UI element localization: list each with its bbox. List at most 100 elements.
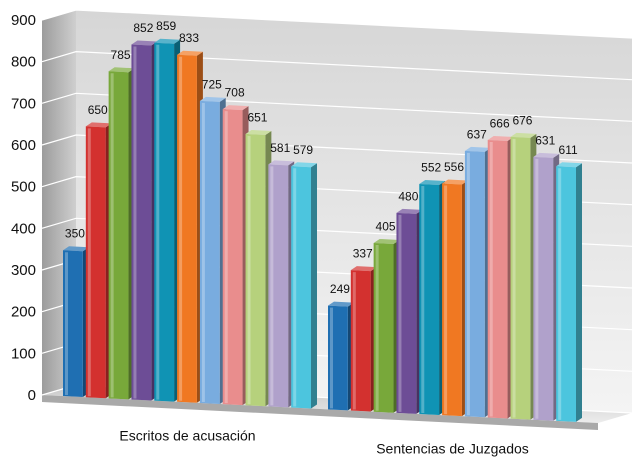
bar-highlight <box>247 136 251 405</box>
bar <box>177 54 197 403</box>
bar-side <box>576 163 582 422</box>
data-label: 556 <box>444 160 464 174</box>
data-label: 852 <box>133 21 153 35</box>
bar-top <box>108 67 135 73</box>
y-tick-label: 300 <box>11 262 36 279</box>
bar-top <box>199 96 226 102</box>
bar <box>350 270 371 412</box>
x-category-label: Sentencias de Juzgados <box>376 441 529 457</box>
bar-highlight <box>375 244 379 411</box>
bar-top <box>328 301 354 307</box>
bar-highlight <box>398 214 402 412</box>
y-tick-label: 800 <box>11 54 36 71</box>
bar-highlight <box>535 158 539 419</box>
bar-highlight <box>421 185 425 413</box>
y-tick-label: 100 <box>11 345 36 362</box>
y-tick-label: 700 <box>11 95 36 112</box>
bar <box>556 166 576 422</box>
gridline <box>41 92 633 122</box>
bar-highlight <box>133 46 137 399</box>
bar-top <box>291 162 317 168</box>
x-category-label: Escritos de acusación <box>119 427 255 443</box>
y-tick-label: 600 <box>11 137 36 154</box>
data-label: 579 <box>293 143 313 157</box>
bar <box>291 166 311 409</box>
data-label: 725 <box>202 77 222 91</box>
data-label: 249 <box>330 282 350 296</box>
bar-highlight <box>444 185 448 415</box>
bar-top <box>177 50 203 56</box>
bar-top <box>268 160 295 166</box>
bar-highlight <box>293 168 297 407</box>
bar-highlight <box>179 56 183 401</box>
bar-top <box>556 162 582 168</box>
bar <box>442 183 462 417</box>
bar-highlight <box>65 252 68 396</box>
bar-highlight <box>558 168 562 420</box>
bar <box>268 164 289 408</box>
bar <box>487 139 508 419</box>
bar <box>154 42 175 402</box>
bar-top <box>85 122 112 128</box>
bar-top <box>510 132 537 138</box>
bar-highlight <box>201 102 205 402</box>
data-label: 859 <box>156 19 176 33</box>
bar-highlight <box>110 73 114 398</box>
bar <box>510 136 531 420</box>
bar <box>396 212 417 414</box>
bar-highlight <box>224 111 228 404</box>
y-tick-label: 400 <box>11 220 36 237</box>
data-label: 676 <box>512 113 532 127</box>
data-label: 552 <box>421 160 441 174</box>
bar <box>63 250 83 398</box>
y-tick-label: 900 <box>11 12 36 29</box>
y-tick-label: 200 <box>11 304 36 321</box>
bar-top <box>487 135 514 141</box>
gridline <box>41 9 633 39</box>
data-label: 350 <box>65 227 85 241</box>
bar <box>245 134 266 407</box>
bars <box>63 38 582 422</box>
bar <box>108 71 129 400</box>
data-label: 833 <box>179 31 199 45</box>
bar-highlight <box>156 44 160 400</box>
bar-highlight <box>87 128 91 397</box>
bar-highlight <box>466 152 470 416</box>
data-label: 650 <box>88 103 108 117</box>
bar-top <box>63 246 89 252</box>
bar-top <box>154 38 181 44</box>
bar <box>373 242 394 413</box>
bar-side <box>311 163 317 409</box>
bar <box>199 100 220 404</box>
data-label: 785 <box>111 48 131 62</box>
floor-edge <box>42 395 598 430</box>
data-label: 480 <box>398 189 418 203</box>
bar <box>464 150 485 418</box>
data-label: 581 <box>270 141 290 155</box>
bar-top <box>222 105 249 111</box>
x-axis: Escritos de acusación Sentencias de Juzga… <box>119 427 528 456</box>
gridline <box>41 51 633 81</box>
bar <box>533 156 554 421</box>
data-label: 666 <box>490 116 510 130</box>
bar <box>222 109 243 406</box>
bar-top <box>396 208 423 214</box>
data-label: 651 <box>247 110 267 124</box>
bar-highlight <box>512 138 516 418</box>
data-label: 631 <box>535 133 555 147</box>
y-tick-label: 0 <box>28 387 36 404</box>
gridline <box>41 134 633 164</box>
bar-highlight <box>270 166 274 406</box>
bar-top <box>350 266 377 272</box>
bar-top <box>373 238 400 244</box>
bar-top <box>131 40 158 46</box>
data-label: 611 <box>559 143 578 157</box>
bar-highlight <box>330 307 333 409</box>
data-label: 337 <box>353 247 373 261</box>
data-label: 637 <box>467 127 487 141</box>
bar <box>419 183 440 415</box>
data-label: 405 <box>376 219 396 233</box>
